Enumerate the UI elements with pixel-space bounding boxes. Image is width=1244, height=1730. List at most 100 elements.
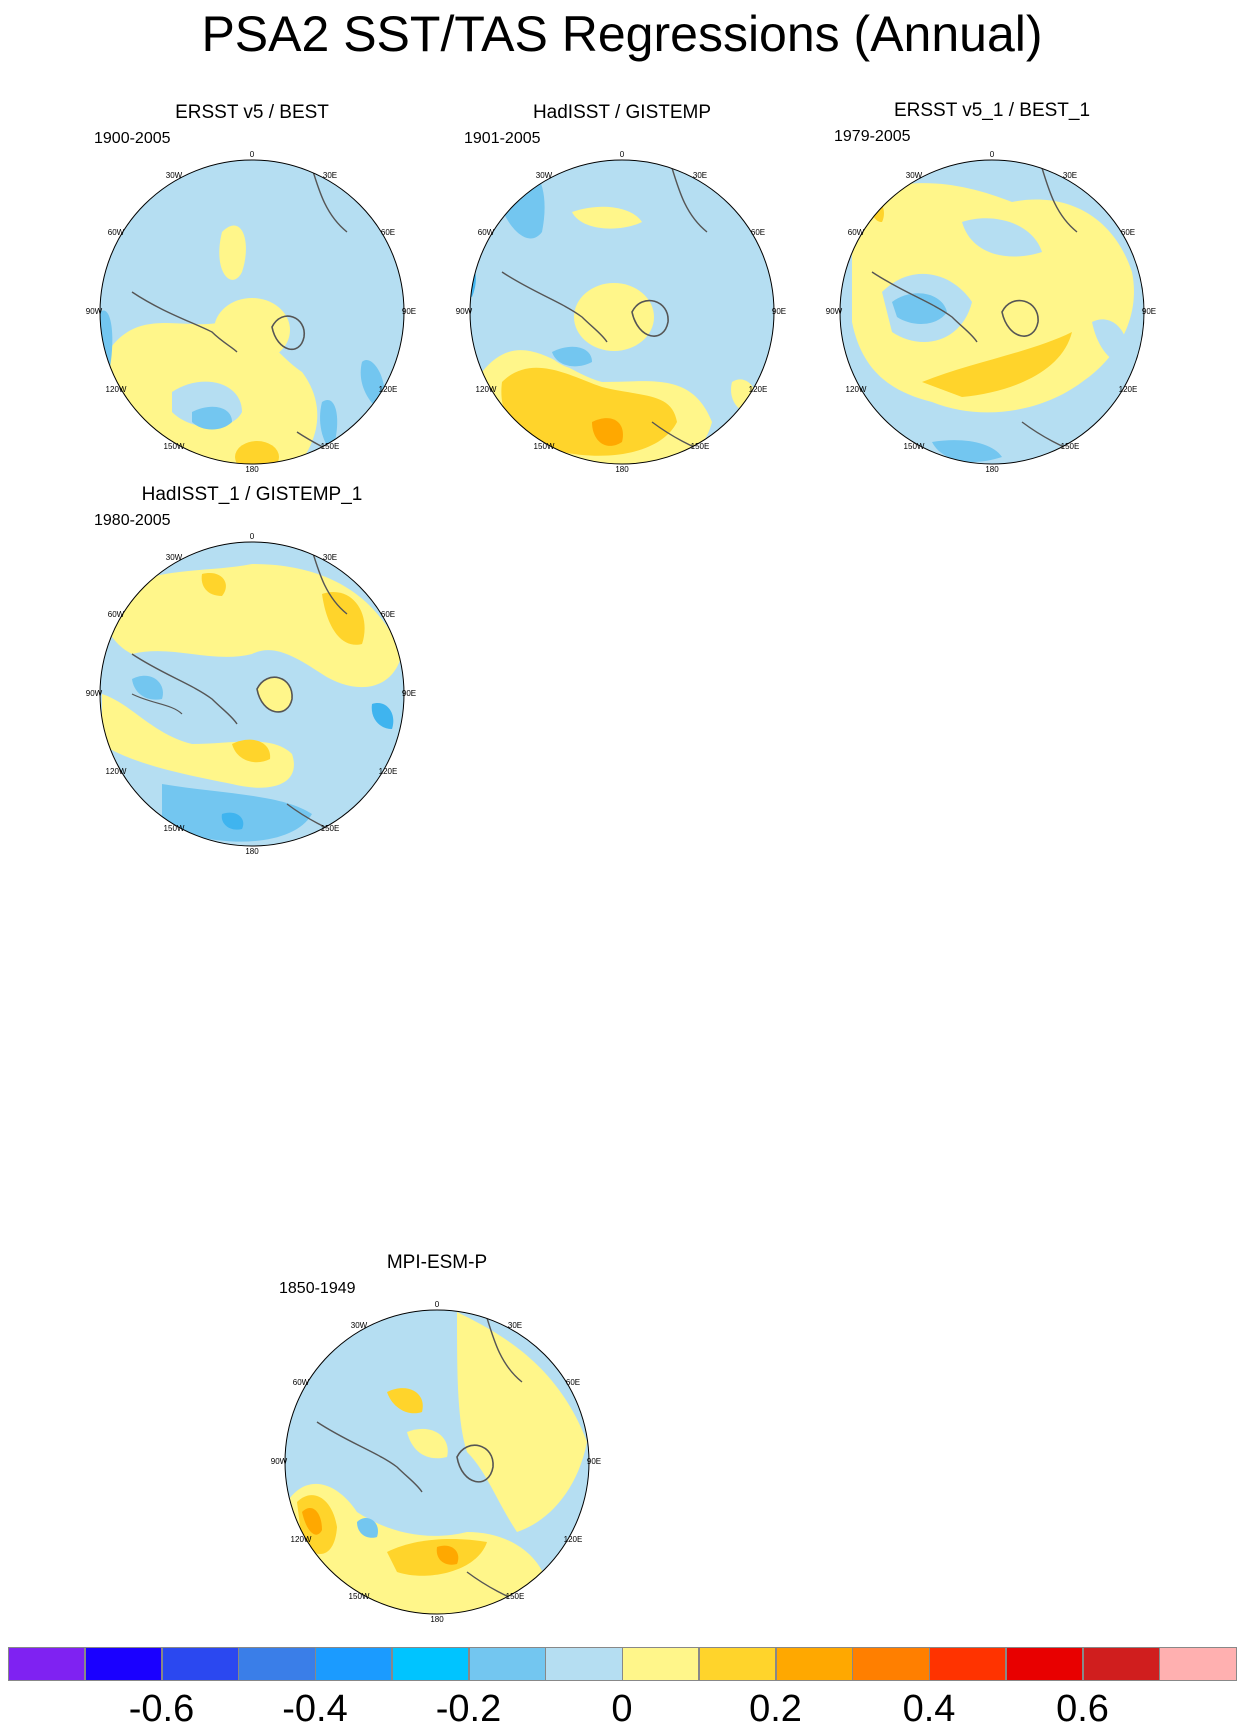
svg-text:120E: 120E bbox=[379, 767, 398, 776]
svg-text:90E: 90E bbox=[402, 689, 416, 698]
panel-years: 1850-1949 bbox=[279, 1280, 356, 1297]
svg-text:60E: 60E bbox=[566, 1378, 580, 1387]
svg-text:60W: 60W bbox=[478, 228, 495, 237]
svg-text:0: 0 bbox=[620, 150, 625, 159]
svg-text:60E: 60E bbox=[751, 228, 765, 237]
colorbar-tick-label: 0 bbox=[611, 1688, 633, 1730]
polar-map: 0 30E 60E 90E 120E 150E 180 150W 120W 90… bbox=[271, 1300, 601, 1624]
svg-text:120W: 120W bbox=[846, 385, 867, 394]
svg-text:30W: 30W bbox=[906, 171, 923, 180]
colorbar-swatch bbox=[84, 1647, 162, 1681]
svg-text:150W: 150W bbox=[349, 1592, 370, 1601]
panel-title: ERSST v5_1 / BEST_1 bbox=[893, 100, 1091, 121]
svg-text:180: 180 bbox=[245, 465, 259, 474]
svg-text:90W: 90W bbox=[86, 689, 103, 698]
svg-text:150W: 150W bbox=[164, 442, 185, 451]
svg-text:0: 0 bbox=[250, 532, 255, 541]
colorbar bbox=[8, 1647, 1237, 1681]
panel-years: 1979-2005 bbox=[834, 128, 911, 145]
svg-text:150E: 150E bbox=[321, 824, 340, 833]
svg-text:30E: 30E bbox=[323, 171, 337, 180]
svg-text:90E: 90E bbox=[1142, 307, 1156, 316]
colorbar-swatch bbox=[1005, 1647, 1083, 1681]
svg-text:30E: 30E bbox=[508, 1321, 522, 1330]
svg-text:150W: 150W bbox=[164, 824, 185, 833]
svg-text:30E: 30E bbox=[693, 171, 707, 180]
panel-years: 1900-2005 bbox=[94, 130, 171, 147]
colorbar-swatch bbox=[698, 1647, 776, 1681]
svg-text:90W: 90W bbox=[826, 307, 843, 316]
colorbar-swatch bbox=[1159, 1647, 1237, 1681]
svg-text:90W: 90W bbox=[86, 307, 103, 316]
svg-text:60W: 60W bbox=[108, 228, 125, 237]
svg-text:0: 0 bbox=[990, 150, 995, 159]
colorbar-tick-label: -0.2 bbox=[435, 1688, 502, 1730]
colorbar-tick-label: 0.4 bbox=[902, 1688, 956, 1730]
colorbar-tick-label: 0.2 bbox=[749, 1688, 802, 1730]
svg-text:150E: 150E bbox=[506, 1592, 525, 1601]
colorbar-swatch bbox=[852, 1647, 930, 1681]
svg-text:120E: 120E bbox=[379, 385, 398, 394]
svg-text:180: 180 bbox=[245, 847, 259, 856]
colorbar-swatch bbox=[775, 1647, 853, 1681]
svg-text:120W: 120W bbox=[106, 385, 127, 394]
map-panel-mpi-esm-p: MPI-ESM-P 1850-1949 0 30E 60E 90E 120E 1… bbox=[257, 1252, 617, 1632]
svg-text:0: 0 bbox=[435, 1300, 440, 1309]
map-panel-hadisst1-gistemp1: HadISST_1 / GISTEMP_1 1980-2005 0 30E 60… bbox=[72, 484, 432, 864]
svg-text:30W: 30W bbox=[166, 171, 183, 180]
panel-title: HadISST / GISTEMP bbox=[532, 102, 712, 123]
svg-text:30W: 30W bbox=[536, 171, 553, 180]
svg-text:60W: 60W bbox=[848, 228, 865, 237]
svg-text:150E: 150E bbox=[691, 442, 710, 451]
svg-text:60W: 60W bbox=[108, 610, 125, 619]
svg-text:120E: 120E bbox=[749, 385, 768, 394]
svg-text:30E: 30E bbox=[1063, 171, 1077, 180]
panel-title: MPI-ESM-P bbox=[386, 1252, 488, 1273]
colorbar-tick-label: -0.6 bbox=[128, 1688, 195, 1730]
svg-text:180: 180 bbox=[615, 465, 629, 474]
svg-text:120W: 120W bbox=[106, 767, 127, 776]
svg-text:180: 180 bbox=[985, 465, 999, 474]
svg-text:150W: 150W bbox=[534, 442, 555, 451]
polar-map: 0 30E 60E 90E 120E 150E 180 150W 120W 90… bbox=[86, 532, 416, 856]
svg-text:90E: 90E bbox=[587, 1457, 601, 1466]
figure-title: PSA2 SST/TAS Regressions (Annual) bbox=[201, 6, 1043, 62]
colorbar-swatch bbox=[1082, 1647, 1160, 1681]
svg-text:90W: 90W bbox=[456, 307, 473, 316]
polar-map: 0 30E 60E 90E 120E 150E 180 150W 120W 90… bbox=[456, 150, 786, 474]
svg-text:30W: 30W bbox=[166, 553, 183, 562]
colorbar-swatch bbox=[622, 1647, 700, 1681]
svg-text:60W: 60W bbox=[293, 1378, 310, 1387]
svg-text:150E: 150E bbox=[1061, 442, 1080, 451]
colorbar-swatch bbox=[391, 1647, 469, 1681]
svg-text:120W: 120W bbox=[291, 1535, 312, 1544]
map-panel-ersst-best: ERSST v5 / BEST 1900-2005 0 30E 60E 90E … bbox=[72, 102, 432, 482]
polar-map: 0 30E 60E 90E 120E 150E 180 150W 120W 90… bbox=[826, 150, 1156, 474]
colorbar-swatch bbox=[929, 1647, 1007, 1681]
svg-text:60E: 60E bbox=[381, 610, 395, 619]
panel-years: 1901-2005 bbox=[464, 130, 541, 147]
svg-text:60E: 60E bbox=[1121, 228, 1135, 237]
colorbar-swatch bbox=[315, 1647, 393, 1681]
panel-title: ERSST v5 / BEST bbox=[175, 102, 329, 123]
svg-text:120W: 120W bbox=[476, 385, 497, 394]
svg-text:90E: 90E bbox=[402, 307, 416, 316]
svg-text:120E: 120E bbox=[1119, 385, 1138, 394]
svg-text:30E: 30E bbox=[323, 553, 337, 562]
lon-label: 0 bbox=[250, 150, 255, 159]
colorbar-tick-label: -0.4 bbox=[282, 1688, 348, 1730]
panel-title: HadISST_1 / GISTEMP_1 bbox=[141, 484, 363, 505]
colorbar-swatch bbox=[8, 1647, 86, 1681]
svg-text:60E: 60E bbox=[381, 228, 395, 237]
svg-text:150E: 150E bbox=[321, 442, 340, 451]
panel-years: 1980-2005 bbox=[94, 512, 171, 529]
svg-text:150W: 150W bbox=[904, 442, 925, 451]
colorbar-swatch bbox=[238, 1647, 316, 1681]
svg-text:90E: 90E bbox=[772, 307, 786, 316]
map-panel-hadisst-gistemp: HadISST / GISTEMP 1901-2005 0 30E 60E 90… bbox=[442, 102, 802, 482]
map-panel-ersst1-best1: ERSST v5_1 / BEST_1 1979-2005 0 30E 60E … bbox=[812, 100, 1172, 480]
colorbar-swatch bbox=[545, 1647, 623, 1681]
svg-text:90W: 90W bbox=[271, 1457, 288, 1466]
svg-text:30W: 30W bbox=[351, 1321, 368, 1330]
polar-map: 0 30E 60E 90E 120E 150E 180 150W 120W 90… bbox=[86, 150, 416, 474]
